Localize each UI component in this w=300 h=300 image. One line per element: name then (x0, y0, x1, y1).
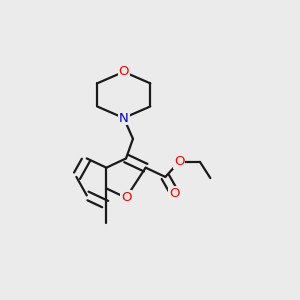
Text: N: N (119, 112, 129, 124)
Text: O: O (169, 187, 180, 200)
Text: O: O (174, 155, 184, 168)
Text: O: O (118, 65, 129, 78)
Text: O: O (121, 191, 131, 204)
